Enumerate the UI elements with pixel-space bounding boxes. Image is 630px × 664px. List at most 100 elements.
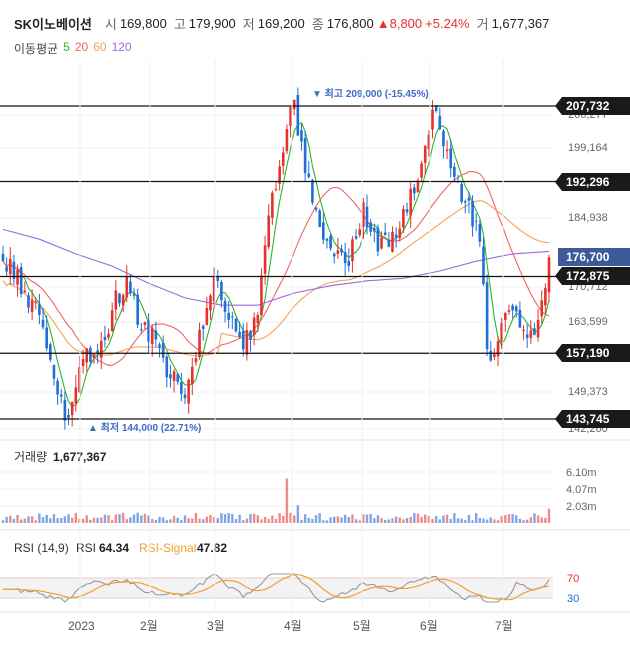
- candle: [322, 212, 325, 245]
- volume-bar: [223, 514, 227, 523]
- candle: [281, 146, 285, 175]
- volume-bar: [500, 515, 503, 523]
- volume-bar: [227, 513, 230, 523]
- volume-bar: [285, 478, 289, 523]
- candle: [274, 181, 278, 192]
- volume-bar: [151, 518, 154, 523]
- volume-bar: [27, 516, 30, 523]
- candle: [536, 308, 540, 342]
- candle: [500, 317, 503, 350]
- volume-bar: [1, 520, 5, 523]
- volume-bar: [391, 518, 394, 523]
- volume-bar: [453, 513, 456, 523]
- volume-bar: [384, 519, 387, 523]
- candle: [485, 274, 489, 357]
- volume-bar: [438, 519, 441, 523]
- volume-bar: [118, 514, 121, 523]
- volume-bar: [9, 515, 12, 523]
- volume-bar: [60, 518, 63, 523]
- change-percent: +5.24%: [425, 15, 470, 31]
- volume-bar: [460, 518, 463, 523]
- volume-bar: [365, 514, 369, 523]
- candle: [442, 129, 445, 159]
- volume-bar: [172, 515, 176, 523]
- volume-bar: [318, 513, 321, 523]
- candle: [423, 145, 427, 175]
- volume-bar: [12, 518, 16, 523]
- volume-bar: [540, 517, 543, 523]
- volume-bar: [161, 517, 165, 523]
- candle: [460, 181, 463, 205]
- candle: [234, 317, 238, 333]
- volume-bar: [278, 513, 281, 523]
- volume-bar: [409, 516, 412, 523]
- candle: [489, 340, 493, 363]
- candle: [125, 265, 129, 303]
- candle: [300, 123, 303, 151]
- candle: [78, 355, 81, 393]
- volume-bar: [74, 513, 77, 523]
- price-tick: 149,373: [568, 386, 608, 398]
- candle: [190, 357, 194, 396]
- volume-value: 1,677,367: [491, 15, 550, 31]
- level-label: 172,875: [566, 269, 610, 283]
- rsi-signal-value: 47.82: [197, 541, 227, 555]
- candle: [256, 312, 260, 332]
- volume-bar: [442, 515, 445, 523]
- quote-header: SK이노베이션 시 169,800 고 179,900 저 169,200 종 …: [14, 12, 549, 34]
- candle: [278, 159, 281, 191]
- volume-bar: [347, 516, 350, 523]
- ma20-legend[interactable]: 20: [74, 40, 89, 54]
- candle: [289, 105, 292, 138]
- candle: [56, 377, 59, 405]
- candle: [518, 301, 522, 328]
- candle: [67, 408, 70, 426]
- candle: [140, 322, 143, 334]
- x-axis-label: 4월: [284, 619, 302, 633]
- volume-bar: [176, 517, 179, 523]
- volume-tick: 6.10m: [566, 467, 597, 479]
- volume-bar: [325, 520, 329, 523]
- candle: [260, 268, 263, 316]
- volume-bar: [482, 518, 485, 523]
- candle: [154, 321, 158, 347]
- candle: [387, 232, 391, 248]
- candle: [198, 322, 201, 360]
- candle: [340, 244, 343, 256]
- volume-bar: [85, 515, 88, 523]
- candle: [394, 227, 398, 248]
- candle: [201, 324, 205, 341]
- candle: [314, 206, 318, 213]
- candle: [369, 218, 372, 237]
- volume-bar: [111, 519, 114, 523]
- rsi-level-70: 70: [567, 573, 579, 585]
- candle: [249, 330, 252, 352]
- max-annotation: ▼ 최고 209,000 (-15.45%): [312, 87, 429, 100]
- level-badge: 172,875: [555, 267, 630, 285]
- volume-bar: [369, 513, 372, 523]
- candle: [241, 323, 245, 357]
- volume-bar: [405, 518, 409, 523]
- volume-bar: [471, 520, 474, 523]
- candle: [478, 219, 482, 247]
- volume-bar: [336, 516, 340, 523]
- level-label: 143,745: [566, 412, 610, 426]
- candle: [267, 204, 271, 250]
- volume-bar: [245, 518, 249, 523]
- candle: [467, 191, 471, 214]
- volume-bar: [169, 519, 172, 523]
- candle: [449, 139, 453, 178]
- volume-bar: [340, 517, 343, 523]
- volume-bar: [154, 519, 158, 523]
- volume-bar: [23, 518, 27, 523]
- candle: [544, 283, 547, 314]
- candle: [121, 293, 125, 313]
- volume-bar: [511, 514, 514, 523]
- ma120-legend[interactable]: 120: [111, 40, 132, 54]
- ma60-legend[interactable]: 60: [93, 40, 107, 54]
- volume-bar: [30, 516, 34, 523]
- volume-bar: [333, 516, 336, 523]
- rsi-level-30: 30: [567, 593, 579, 605]
- ma5-legend[interactable]: 5: [63, 40, 70, 54]
